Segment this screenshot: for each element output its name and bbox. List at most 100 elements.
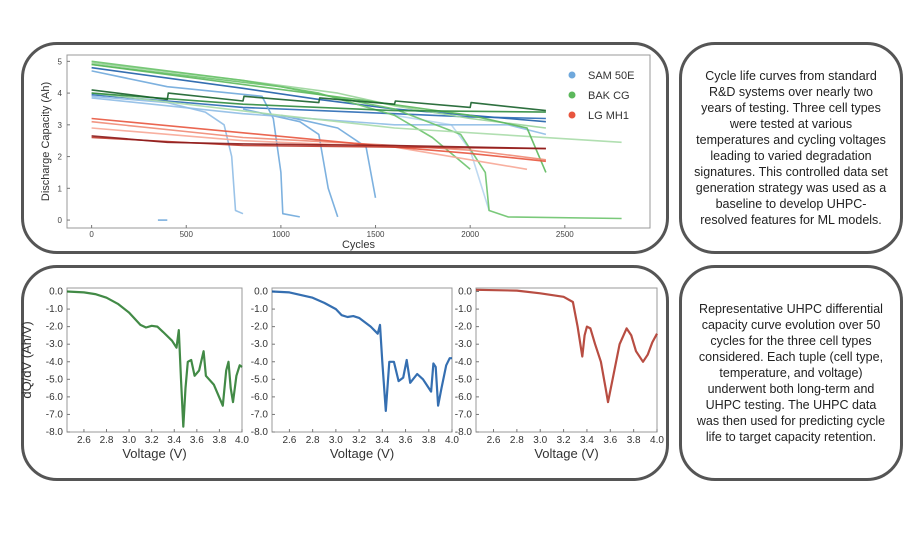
dqdv-caption-box: Representative UHPC differential capacit… — [679, 265, 903, 481]
x-tick-label: 3.2 — [352, 435, 366, 446]
series-line-bak-cg — [91, 89, 546, 112]
y-tick-label: -6.0 — [455, 392, 473, 403]
legend-label: LG MH1 — [588, 110, 629, 122]
series-line-sam-50e — [91, 97, 547, 136]
x-tick-label: 3.8 — [422, 435, 436, 446]
chart-1: 2.6 2.8 3.0 3.2 3.4 3.6 3.8 4.0 0.0 -1.0 -2.0 -3.0 -… — [19, 287, 249, 461]
x-tick-label: 2.6 — [282, 435, 296, 446]
y-axis-label: Discharge Capacity (Ah) — [40, 82, 52, 201]
cycle-life-caption-box: Cycle life curves from standard R&D syst… — [679, 42, 903, 254]
x-tick-label: 3.6 — [399, 435, 413, 446]
y-tick-label: -2.0 — [251, 322, 269, 333]
x-tick-label: 4.0 — [650, 435, 664, 446]
y-axis-label: dQ/dV (Ah/V) — [19, 321, 34, 398]
y-tick-label: 1 — [58, 184, 63, 193]
x-axis-label: Voltage (V) — [330, 446, 394, 461]
y-tick-label: -5.0 — [46, 374, 64, 385]
cycle-life-panel — [21, 42, 669, 254]
y-tick-label: 2 — [58, 153, 63, 162]
x-axis-label: Voltage (V) — [122, 446, 186, 461]
legend-marker — [568, 91, 576, 99]
x-tick-label: 1000 — [272, 230, 290, 239]
x-tick-label: 3.8 — [627, 435, 641, 446]
series-line-lg-mh1 — [475, 288, 658, 404]
x-tick-label: 2.6 — [487, 435, 501, 446]
x-tick-label: 2500 — [556, 230, 574, 239]
y-tick-label: -6.0 — [251, 392, 269, 403]
series-line-sam-50e — [91, 95, 244, 215]
y-tick-label: -2.0 — [455, 322, 473, 333]
dqdv-panel — [21, 265, 669, 481]
y-tick-label: -7.0 — [251, 409, 269, 420]
y-tick-label: -3.0 — [455, 339, 473, 350]
x-tick-label: 4.0 — [235, 435, 249, 446]
y-tick-label: 0.0 — [458, 287, 472, 298]
x-tick-label: 3.0 — [122, 435, 136, 446]
chart-3: 2.6 2.8 3.0 3.2 3.4 3.6 3.8 4.0 0.0 -1.0 -2.0 -3.0 -… — [455, 287, 665, 461]
series-line-sam-50e — [271, 290, 452, 412]
y-tick-label: -8.0 — [251, 427, 269, 438]
series-line-sam-50e — [280, 114, 377, 198]
y-tick-label: -1.0 — [251, 304, 269, 315]
y-tick-label: 4 — [58, 89, 63, 98]
x-tick-label: 2000 — [461, 230, 479, 239]
cycle-life-caption: Cycle life curves from standard R&D syst… — [694, 69, 888, 227]
y-tick-label: -3.0 — [46, 339, 64, 350]
x-tick-label: 3.6 — [190, 435, 204, 446]
y-tick-label: 3 — [58, 121, 63, 130]
x-tick-label: 2.6 — [77, 435, 91, 446]
chart-0: 0 500 1000 1500 2000 2500 0 1 2 3 4 5 Cycles Discharg… — [40, 54, 651, 251]
x-axis-label: Cycles — [342, 239, 376, 251]
plot-frame — [66, 54, 651, 229]
y-tick-label: -7.0 — [455, 409, 473, 420]
x-tick-label: 3.4 — [375, 435, 389, 446]
series-line-sam-50e — [91, 93, 546, 120]
x-tick-label: 3.4 — [167, 435, 181, 446]
legend-label: BAK CG — [588, 90, 630, 102]
series-line-bak-cg — [91, 92, 622, 144]
legend-marker — [568, 111, 576, 119]
y-tick-label: -1.0 — [455, 304, 473, 315]
y-tick-label: -4.0 — [46, 357, 64, 368]
plot-frame — [475, 287, 658, 433]
y-tick-label: -5.0 — [455, 374, 473, 385]
y-tick-label: 0.0 — [254, 287, 268, 298]
series-line-bak-cg — [66, 290, 243, 428]
plot-frame — [66, 287, 243, 433]
y-tick-label: -5.0 — [251, 374, 269, 385]
series-line-sam-50e — [91, 70, 300, 218]
x-tick-label: 2.8 — [100, 435, 114, 446]
plot-frame — [271, 287, 453, 433]
x-tick-label: 2.8 — [306, 435, 320, 446]
y-tick-label: -8.0 — [46, 427, 64, 438]
y-tick-label: 0 — [58, 216, 63, 225]
y-tick-label: -3.0 — [251, 339, 269, 350]
x-tick-label: 2.8 — [510, 435, 524, 446]
x-tick-label: 4.0 — [445, 435, 459, 446]
y-tick-label: 0.0 — [49, 287, 63, 298]
x-tick-label: 1500 — [367, 230, 385, 239]
y-tick-label: -2.0 — [46, 322, 64, 333]
series-line-bak-cg — [91, 63, 547, 173]
x-tick-label: 3.6 — [603, 435, 617, 446]
y-tick-label: -8.0 — [455, 427, 473, 438]
dqdv-caption: Representative UHPC differential capacit… — [696, 302, 886, 444]
x-tick-label: 3.0 — [329, 435, 343, 446]
x-tick-label: 3.0 — [533, 435, 547, 446]
y-tick-label: -4.0 — [251, 357, 269, 368]
y-tick-label: -6.0 — [46, 392, 64, 403]
series-line-bak-cg — [91, 60, 471, 170]
x-axis-label: Voltage (V) — [534, 446, 598, 461]
x-tick-label: 0 — [89, 230, 94, 239]
x-tick-label: 500 — [180, 230, 194, 239]
y-tick-label: -4.0 — [455, 357, 473, 368]
y-tick-label: 5 — [58, 57, 63, 66]
x-tick-label: 3.2 — [145, 435, 159, 446]
series-line-lg-mh1 — [91, 135, 546, 150]
chart-2: 2.6 2.8 3.0 3.2 3.4 3.6 3.8 4.0 0.0 -1.0 -2.0 -3.0 -… — [251, 287, 460, 461]
legend-label: SAM 50E — [588, 70, 634, 82]
x-tick-label: 3.4 — [580, 435, 594, 446]
y-tick-label: -1.0 — [46, 304, 64, 315]
x-tick-label: 3.2 — [557, 435, 571, 446]
